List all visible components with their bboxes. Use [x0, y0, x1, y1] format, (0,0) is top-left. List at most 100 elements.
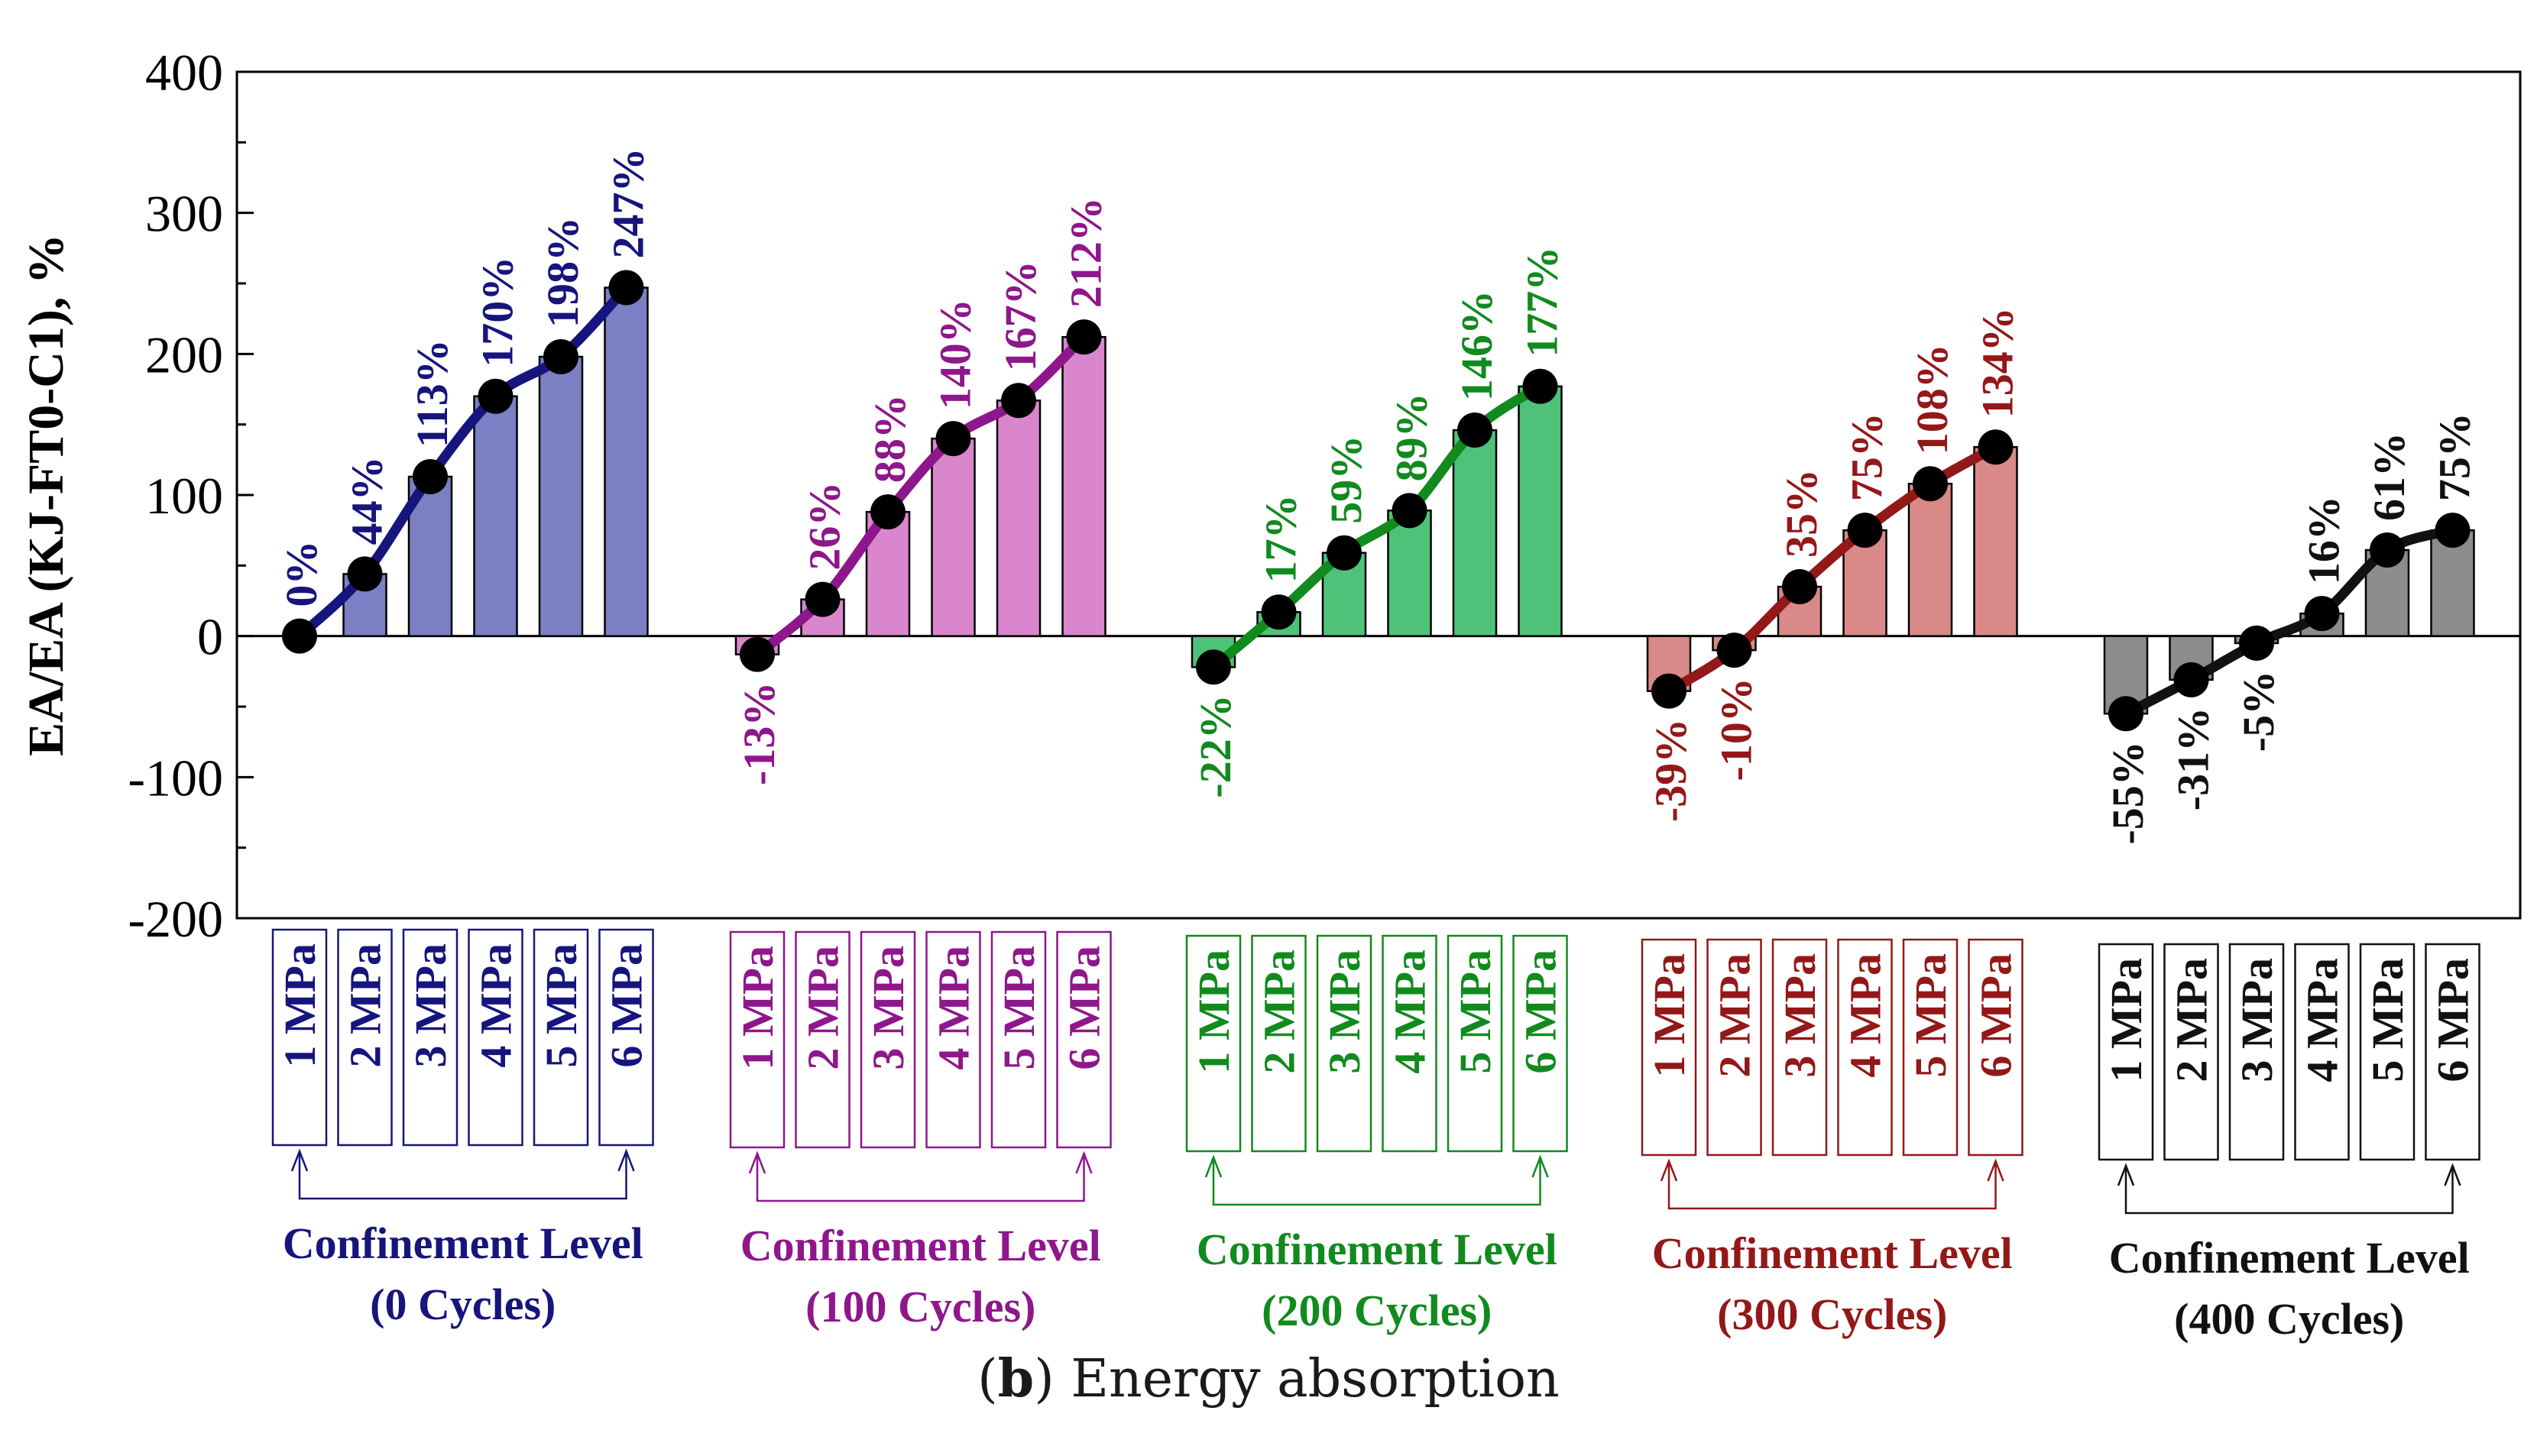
- pressure-label: 6 MPa: [602, 943, 652, 1068]
- pressure-label: 2 MPa: [1255, 950, 1304, 1074]
- pressure-label: 4 MPa: [2298, 958, 2347, 1082]
- pressure-label: 2 MPa: [2167, 958, 2217, 1082]
- bracket-arrowhead: [2444, 1163, 2461, 1186]
- data-point-200-cycles-2: [1261, 594, 1297, 630]
- labels-layer: 0% 44% 113% 170% 198% 247% -13% 26% 88% 140% 167% 2…: [277, 148, 2480, 845]
- value-label: 177%: [1518, 247, 1567, 358]
- data-point-300-cycles-6: [1978, 429, 2014, 465]
- y-tick-label: -100: [128, 749, 223, 807]
- pressure-label: 2 MPa: [341, 943, 390, 1068]
- data-point-100-cycles-5: [1001, 383, 1036, 419]
- pressure-box: [337, 928, 393, 1147]
- bar-100-cycles-5: [996, 400, 1042, 637]
- value-label: 108%: [1907, 344, 1957, 455]
- pressure-box: [2294, 943, 2350, 1161]
- bar-200-cycles-5: [1452, 429, 1498, 637]
- bar-200-cycles-4: [1387, 510, 1432, 637]
- data-point-200-cycles-4: [1392, 493, 1427, 529]
- pressure-box: [1382, 934, 1437, 1153]
- pressure-label: 6 MPa: [2428, 958, 2478, 1082]
- value-label: 26%: [800, 482, 850, 571]
- pressure-box: [271, 928, 328, 1147]
- pressure-label: 6 MPa: [1060, 946, 1110, 1070]
- data-point-300-cycles-1: [1651, 673, 1686, 709]
- pressure-label: 3 MPa: [406, 943, 455, 1068]
- bracket-arrowhead: [1987, 1158, 2004, 1182]
- pressure-label: 6 MPa: [1972, 953, 2021, 1078]
- value-label: 44%: [342, 456, 392, 545]
- data-point-200-cycles-1: [1196, 649, 1231, 685]
- pressure-box: [990, 930, 1047, 1149]
- pressure-box: [2098, 943, 2154, 1161]
- bar-0-cycles-6: [604, 286, 649, 637]
- value-label: 146%: [1452, 290, 1502, 401]
- pressure-box: [925, 930, 981, 1149]
- data-point-400-cycles-6: [2435, 513, 2471, 548]
- pressure-label: 5 MPa: [2363, 958, 2412, 1082]
- data-point-100-cycles-6: [1066, 319, 1102, 355]
- pressure-label: 4 MPa: [471, 943, 521, 1068]
- figure-caption: (b) Energy absorption: [977, 1348, 1560, 1409]
- pressure-box: [598, 928, 654, 1147]
- pressure-box: [1316, 934, 1372, 1153]
- group-label: Confinement Level: [740, 1221, 1101, 1270]
- pressure-box: [1056, 930, 1112, 1149]
- value-label: 167%: [996, 260, 1045, 371]
- value-label: 89%: [1387, 393, 1437, 481]
- pressure-box: [795, 930, 851, 1149]
- bracket-arrowhead: [1531, 1154, 1549, 1178]
- y-tick-label: 200: [145, 325, 223, 383]
- pressure-box: [1185, 934, 1242, 1153]
- data-point-0-cycles-3: [413, 458, 448, 494]
- pressure-label: 3 MPa: [2232, 958, 2282, 1082]
- pressure-label: 5 MPa: [1906, 953, 1955, 1078]
- pressure-label: 6 MPa: [1516, 950, 1566, 1074]
- bracket-arrowhead: [290, 1148, 309, 1172]
- pressure-box: [1251, 934, 1307, 1153]
- pressure-label: 1 MPa: [733, 946, 782, 1070]
- y-tick-label: 100: [145, 467, 223, 525]
- data-point-200-cycles-5: [1457, 413, 1492, 448]
- bar-0-cycles-4: [473, 395, 518, 637]
- value-label: -13%: [734, 682, 784, 785]
- group-label: Confinement Level: [1197, 1225, 1557, 1274]
- pressure-box: [468, 928, 523, 1147]
- bracket-arrowhead: [1204, 1154, 1223, 1178]
- y-axis-title: EA/EA (KJ-FT0-C1), %: [18, 234, 74, 756]
- caption-text: Energy absorption: [1071, 1349, 1560, 1409]
- value-label: -55%: [2103, 741, 2153, 844]
- pressure-box: [1902, 938, 1959, 1157]
- pressure-label: 3 MPa: [1320, 950, 1369, 1074]
- data-point-400-cycles-1: [2108, 696, 2143, 732]
- pressure-box: [1706, 938, 1762, 1157]
- value-label: 0%: [277, 541, 326, 607]
- value-label: 16%: [2299, 496, 2349, 584]
- pressure-label: 2 MPa: [799, 946, 848, 1070]
- value-label: 134%: [1973, 307, 2023, 418]
- y-tick-label: 300: [145, 185, 223, 243]
- bar-100-cycles-6: [1061, 335, 1106, 637]
- cycles-label: (200 Cycles): [1262, 1286, 1492, 1335]
- group-label: Confinement Level: [1652, 1228, 2013, 1278]
- bracket-arrowhead: [1660, 1158, 1678, 1182]
- y-tick-label: -200: [128, 890, 223, 948]
- bar-300-cycles-5: [1907, 482, 1953, 637]
- value-label: 75%: [1842, 413, 1892, 501]
- confinement-bracket: [298, 1151, 627, 1200]
- pressure-box: [2359, 943, 2415, 1161]
- pressure-box: [1512, 934, 1568, 1153]
- bracket-arrowhead: [617, 1148, 635, 1172]
- pressure-box: [1968, 938, 2023, 1157]
- bar-300-cycles-6: [1973, 445, 2018, 637]
- pressure-box: [1641, 938, 1697, 1157]
- value-label: 247%: [604, 148, 653, 259]
- value-label: 212%: [1061, 197, 1111, 308]
- data-point-100-cycles-1: [740, 636, 775, 672]
- value-label: 170%: [473, 257, 523, 367]
- pressure-label: 5 MPa: [536, 943, 586, 1068]
- pressure-label: 3 MPa: [863, 946, 913, 1070]
- data-point-100-cycles-3: [870, 494, 906, 530]
- pressure-boxes-layer: 1 MPa 2 MPa 3 MPa 4 MPa 5 MPa 6 MPa Confinemen…: [271, 928, 2480, 1344]
- pressure-label: 4 MPa: [929, 946, 979, 1070]
- pressure-box: [2228, 943, 2285, 1161]
